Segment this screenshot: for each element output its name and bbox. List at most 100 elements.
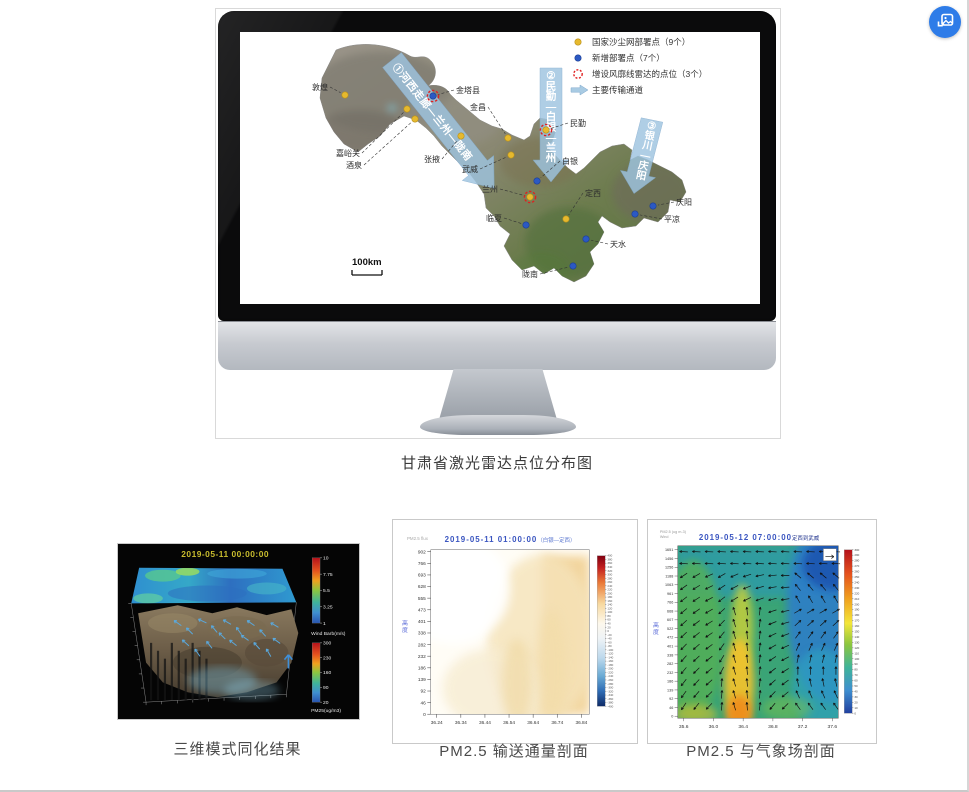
fig2-ylabel: 度 — [402, 626, 408, 634]
fig2-colorbar-tick: -160 — [607, 659, 613, 663]
station-dot — [504, 134, 512, 142]
station-dot — [403, 105, 411, 113]
fig2-ytick: 232 — [418, 654, 426, 660]
fig3-xtick: 37.2 — [798, 724, 808, 730]
station-label: 张掖 — [424, 154, 440, 164]
fig3-colorbar-tick: 160 — [854, 624, 859, 628]
legend-label: 新增部署点（7个） — [592, 53, 665, 63]
fig1-wind-colorbar-tick: 1 — [323, 621, 326, 627]
fig3-ytick: 1456 — [665, 557, 673, 561]
fig1-wind-colorbar-tick: 10 — [323, 556, 329, 562]
legend-item: 国家沙尘网部署点（9个） — [574, 37, 690, 47]
blue-dot-icon — [574, 54, 582, 62]
fig3-colorbar-tick: 220 — [854, 591, 859, 595]
fig3-ytick: 282 — [667, 662, 673, 666]
station-兰州: 兰州 — [482, 184, 537, 204]
fig3-ytick: 186 — [667, 680, 673, 684]
station-dot — [457, 132, 465, 140]
station-dot — [569, 262, 577, 270]
station-dot — [542, 126, 550, 134]
monitor-chin — [218, 321, 776, 370]
fig2-colorbar — [597, 555, 606, 707]
station-庆阳: 庆阳 — [649, 197, 692, 210]
fig2-ytick: 766 — [418, 561, 426, 567]
fig2-colorbar-tick: 100 — [607, 610, 612, 614]
fig3-colorbar-tick: 60 — [854, 679, 858, 683]
station-label: 临夏 — [486, 213, 502, 223]
fig1-wind-colorbar — [311, 557, 321, 624]
fig1-wind-colorbar-title: Wind Barb(m/s) — [311, 631, 346, 637]
fig3-ytick: 1256 — [665, 566, 673, 570]
fig1-pm25-colorbar — [311, 642, 321, 703]
leader-line — [590, 239, 609, 245]
station-武威: 武威 — [462, 151, 515, 174]
fig3-ytick: 1063 — [665, 583, 673, 587]
legend-label: 主要传输通道 — [592, 85, 644, 95]
wind-profiler-ring — [426, 89, 440, 103]
fig2-xtick: 36.74 — [551, 720, 563, 726]
station-陇南: 陇南 — [522, 262, 577, 279]
image-extension-button[interactable] — [929, 6, 961, 38]
fig3-colorbar-tick: 140 — [854, 635, 859, 639]
fig1-pm25-colorbar-tick: 160 — [323, 670, 331, 676]
fig2-ytick: 0 — [423, 712, 426, 718]
fig2-colorbar-tick: 140 — [607, 603, 612, 607]
station-label: 兰州 — [482, 184, 498, 194]
fig3-xtick: 36.0 — [709, 724, 719, 730]
fig2-colorbar-tick: -140 — [607, 655, 613, 659]
fig2-colorbar-tick: 360 — [607, 561, 612, 565]
wind-reference-box — [823, 548, 837, 561]
fig2-colorbar-tick: -300 — [607, 686, 613, 690]
leader-line — [550, 122, 569, 129]
fig3-ytick: 92 — [669, 697, 673, 701]
station-dot — [562, 215, 570, 223]
fig2-xtick: 36.84 — [575, 720, 587, 726]
station-label: 金塔县 — [456, 85, 480, 95]
fig2-colorbar-tick: 400 — [607, 554, 612, 558]
fig1-wind-colorbar-tick: 3.25 — [323, 605, 333, 611]
fig2-ylabel: 高 — [402, 619, 408, 627]
fig3-ytick: 1188 — [665, 574, 673, 578]
legend-label: 国家沙尘网部署点（9个） — [592, 37, 690, 47]
fig2-colorbar-tick: -260 — [607, 678, 613, 682]
fig2-colorbar-tick: 40 — [607, 622, 611, 626]
fig3-colorbar-tick: 230 — [854, 586, 859, 590]
fig3-ytick: 139 — [667, 688, 673, 692]
fig3-plot-area — [677, 545, 839, 719]
monitor-bezel: 国家沙尘网部署点（9个） 新增部署点（7个） 增设风廓线雷达的点位（3个） 主要传输通… — [218, 11, 776, 321]
station-label: 平凉 — [664, 214, 680, 224]
fig3-colorbar-tick: 290 — [854, 553, 859, 557]
station-label: 嘉峪关 — [336, 148, 360, 158]
fig2-colorbar-tick: 180 — [607, 595, 612, 599]
fig2-ytick: 401 — [418, 619, 426, 625]
fig2-colorbar-tick: -20 — [607, 633, 612, 637]
station-dot — [522, 221, 530, 229]
station-dot — [341, 91, 349, 99]
yellow-dot-icon — [574, 38, 582, 46]
figure-pm25-flux-profile: PM2.5 flux 2019-05-11 01:00:00（白银—定西） 902 7… — [392, 519, 638, 744]
station-定西: 定西 — [562, 188, 601, 223]
leader-line — [363, 122, 412, 166]
fig3-colorbar-tick: 40 — [854, 689, 858, 693]
station-金塔县: 金塔县 — [426, 85, 480, 103]
fig2-ytick: 186 — [418, 665, 426, 671]
fig1-wind-colorbar-tick: 7.75 — [323, 572, 333, 578]
fig3-ytick: 961 — [667, 592, 673, 596]
fig3-ytick: 668 — [667, 609, 673, 613]
fig3-ytick: 766 — [667, 601, 673, 605]
red-dashed-circle-icon — [573, 69, 583, 79]
map-caption: 甘肃省激光雷达点位分布图 — [400, 455, 593, 472]
fig2-colorbar-tick: 280 — [607, 576, 612, 580]
fig2-colorbar-tick: 340 — [607, 565, 612, 569]
fig3-ytick: 232 — [667, 671, 673, 675]
fig3-colorbar-tick: 260 — [854, 570, 859, 574]
fig2-xtick: 36.34 — [455, 720, 467, 726]
station-dot — [429, 92, 437, 100]
fig1-timestamp: 2019-05-11 00:00:00 — [181, 549, 269, 559]
leader-line — [499, 188, 526, 197]
fig2-colorbar-tick: -240 — [607, 674, 613, 678]
fig3-colorbar-tick: 210 — [854, 597, 859, 601]
station-label: 庆阳 — [676, 197, 692, 207]
station-白银: 白银 — [533, 156, 578, 185]
